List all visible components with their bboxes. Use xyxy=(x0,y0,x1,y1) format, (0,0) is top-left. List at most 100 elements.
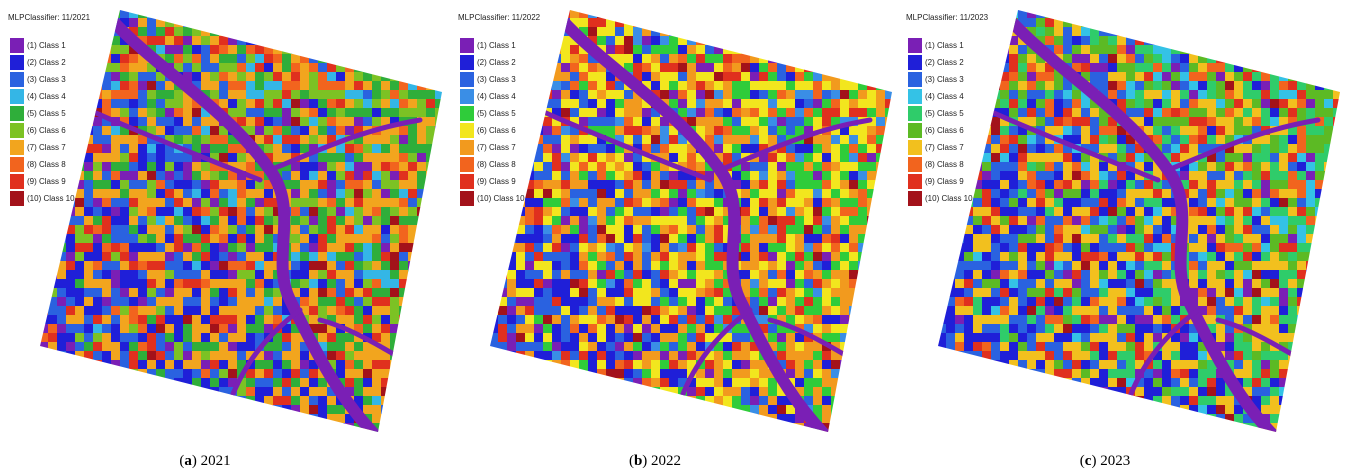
map-pixel xyxy=(525,81,534,90)
map-pixel xyxy=(714,243,723,252)
map-pixel xyxy=(408,306,417,315)
map-pixel xyxy=(813,171,822,180)
map-pixel xyxy=(534,27,543,36)
map-pixel xyxy=(255,27,264,36)
map-pixel xyxy=(435,144,444,153)
map-pixel xyxy=(444,180,453,189)
map-pixel xyxy=(1207,27,1216,36)
map-pixel xyxy=(804,288,813,297)
map-pixel xyxy=(120,351,129,360)
map-pixel xyxy=(66,432,75,441)
map-pixel xyxy=(786,9,795,18)
map-pixel xyxy=(138,81,147,90)
map-pixel xyxy=(1180,18,1189,27)
map-pixel xyxy=(201,207,210,216)
map-pixel xyxy=(408,261,417,270)
map-pixel xyxy=(507,225,516,234)
map-pixel xyxy=(867,369,876,378)
map-pixel xyxy=(525,225,534,234)
map-pixel xyxy=(660,315,669,324)
map-pixel xyxy=(660,207,669,216)
map-pixel xyxy=(264,9,273,18)
map-pixel xyxy=(39,297,48,306)
map-pixel xyxy=(1063,36,1072,45)
map-pixel xyxy=(786,72,795,81)
map-pixel xyxy=(768,117,777,126)
map-pixel xyxy=(246,243,255,252)
map-pixel xyxy=(1180,0,1189,9)
map-pixel xyxy=(210,207,219,216)
map-pixel xyxy=(1288,27,1297,36)
map-pixel xyxy=(273,405,282,414)
map-pixel xyxy=(372,99,381,108)
map-pixel xyxy=(183,378,192,387)
map-pixel xyxy=(507,0,516,9)
map-pixel xyxy=(336,180,345,189)
map-pixel xyxy=(777,18,786,27)
map-pixel xyxy=(867,342,876,351)
map-pixel xyxy=(363,171,372,180)
map-pixel xyxy=(219,333,228,342)
map-pixel xyxy=(75,171,84,180)
map-pixel xyxy=(183,351,192,360)
map-pixel xyxy=(120,45,129,54)
map-pixel xyxy=(498,378,507,387)
map-pixel xyxy=(264,225,273,234)
map-pixel xyxy=(588,72,597,81)
map-pixel xyxy=(102,63,111,72)
map-pixel xyxy=(426,324,435,333)
map-pixel xyxy=(156,0,165,9)
map-pixel xyxy=(1252,0,1261,9)
map-pixel xyxy=(174,18,183,27)
map-pixel xyxy=(192,360,201,369)
map-pixel xyxy=(372,432,381,441)
map-pixel xyxy=(723,153,732,162)
map-pixel xyxy=(525,360,534,369)
map-pixel xyxy=(102,306,111,315)
map-pixel xyxy=(1000,36,1009,45)
map-pixel xyxy=(561,153,570,162)
map-pixel xyxy=(615,378,624,387)
map-pixel xyxy=(165,54,174,63)
map-pixel xyxy=(597,90,606,99)
map-pixel xyxy=(858,162,867,171)
map-pixel xyxy=(210,387,219,396)
map-pixel xyxy=(183,423,192,432)
map-pixel xyxy=(732,333,741,342)
map-pixel xyxy=(849,9,858,18)
map-pixel xyxy=(885,72,894,81)
map-pixel xyxy=(1108,0,1117,9)
map-pixel xyxy=(723,126,732,135)
map-pixel xyxy=(246,423,255,432)
map-pixel xyxy=(273,99,282,108)
map-pixel xyxy=(570,153,579,162)
map-pixel xyxy=(174,351,183,360)
map-pixel xyxy=(120,144,129,153)
map-pixel xyxy=(552,72,561,81)
map-pixel xyxy=(75,45,84,54)
map-pixel xyxy=(39,369,48,378)
map-pixel xyxy=(876,180,885,189)
map-pixel xyxy=(705,279,714,288)
map-pixel xyxy=(507,405,516,414)
map-pixel xyxy=(876,432,885,441)
map-pixel xyxy=(372,189,381,198)
map-pixel xyxy=(192,243,201,252)
map-pixel xyxy=(552,297,561,306)
map-pixel xyxy=(66,234,75,243)
map-pixel xyxy=(642,27,651,36)
map-pixel xyxy=(228,36,237,45)
map-pixel xyxy=(228,45,237,54)
map-pixel xyxy=(48,306,57,315)
map-pixel xyxy=(750,351,759,360)
map-pixel xyxy=(615,288,624,297)
map-pixel xyxy=(327,297,336,306)
map-pixel xyxy=(561,45,570,54)
map-pixel xyxy=(732,36,741,45)
map-pixel xyxy=(624,0,633,9)
map-pixel xyxy=(426,378,435,387)
map-pixel xyxy=(777,162,786,171)
map-pixel xyxy=(345,171,354,180)
map-pixel xyxy=(84,369,93,378)
map-pixel xyxy=(147,423,156,432)
